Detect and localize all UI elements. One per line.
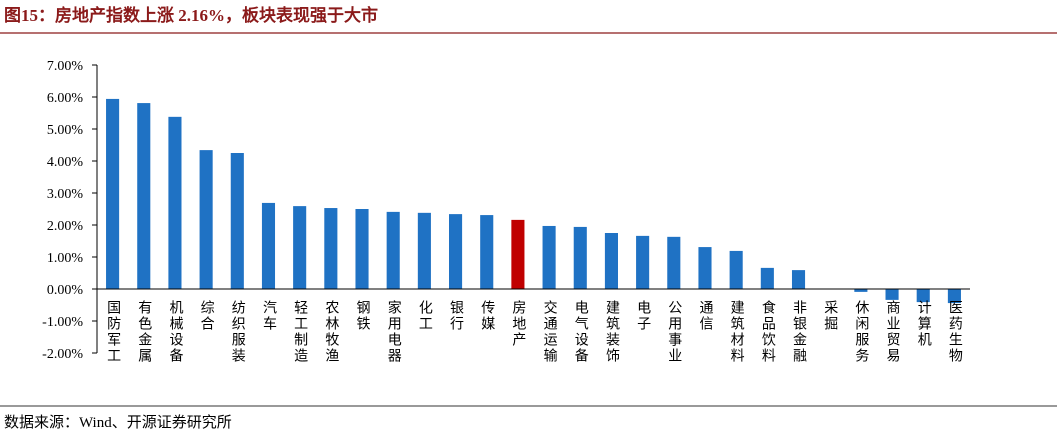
bar (480, 215, 494, 289)
x-tick-label: 国防军工 (105, 300, 121, 364)
y-tick-label: -2.00% (42, 347, 83, 362)
bar (293, 206, 307, 289)
bar (542, 225, 556, 289)
bar (137, 103, 151, 289)
bar (885, 289, 899, 300)
chart-title: 图15：房地产指数上涨 2.16%，板块表现强于大市 (4, 5, 378, 25)
x-tick-label: 通信 (697, 300, 713, 332)
y-tick-label: 4.00% (47, 155, 84, 170)
bar (261, 202, 276, 289)
bar (355, 209, 369, 289)
bar (854, 289, 868, 292)
bar (604, 233, 618, 289)
bar (947, 289, 961, 304)
bar (573, 226, 587, 289)
x-tick-label: 房地产 (510, 300, 526, 348)
x-tick-label: 商业贸易 (885, 300, 901, 364)
y-tick-label: 5.00% (47, 123, 84, 138)
bar (698, 247, 712, 289)
bar (667, 236, 681, 289)
x-tick-label: 轻工制造 (292, 300, 308, 364)
y-tick-label: -1.00% (42, 315, 83, 330)
bar (760, 267, 774, 289)
x-tick-label: 农林牧渔 (323, 300, 339, 364)
source: 数据来源：Wind、开源证券研究所 (4, 414, 232, 431)
x-tick-label: 公用事业 (666, 300, 682, 364)
y-tick-label: 6.00% (47, 91, 84, 106)
y-tick-label: 0.00% (47, 283, 84, 298)
x-tick-label: 钢铁 (355, 300, 371, 332)
bar (916, 289, 930, 303)
x-tick-label: 采掘 (822, 300, 838, 332)
x-tick-label: 建筑装饰 (604, 300, 620, 364)
y-tick-label: 2.00% (47, 219, 84, 234)
x-tick-label: 计算机 (916, 300, 932, 348)
bar (636, 235, 650, 289)
bar (449, 214, 463, 289)
bar (324, 208, 338, 289)
x-tick-label: 综合 (199, 300, 215, 332)
x-tick-label: 电子 (635, 300, 651, 332)
x-tick-label: 建筑材料 (729, 300, 745, 364)
x-tick-label: 传媒 (479, 300, 495, 332)
bar (417, 212, 431, 289)
x-tick-label: 纺织服装 (230, 300, 246, 364)
y-tick-label: 3.00% (47, 187, 84, 202)
x-tick-label: 交通运输 (542, 299, 558, 364)
x-tick-label: 化工 (417, 300, 433, 332)
bar (511, 219, 525, 289)
x-tick-label: 有色金属 (136, 300, 152, 364)
y-tick-label: 1.00% (47, 251, 84, 266)
x-tick-label: 汽车 (261, 300, 277, 332)
y-tick-label: 7.00% (47, 59, 84, 74)
x-tick-label: 休闲服务 (853, 300, 869, 364)
x-tick-label: 家用电器 (386, 299, 402, 364)
bar (199, 150, 213, 289)
x-tick-label: 银行 (448, 300, 464, 332)
bar (791, 270, 806, 289)
bar (168, 116, 182, 289)
x-tick-label: 机械设备 (167, 300, 183, 364)
bar (230, 153, 244, 289)
x-tick-label: 电气设备 (573, 300, 589, 364)
bar (729, 250, 743, 289)
x-tick-label: 非银金融 (791, 300, 807, 364)
x-tick-label: 食品饮料 (760, 299, 776, 364)
bar (106, 98, 120, 289)
bar (386, 211, 400, 289)
x-tick-label: 医药生物 (947, 300, 963, 364)
